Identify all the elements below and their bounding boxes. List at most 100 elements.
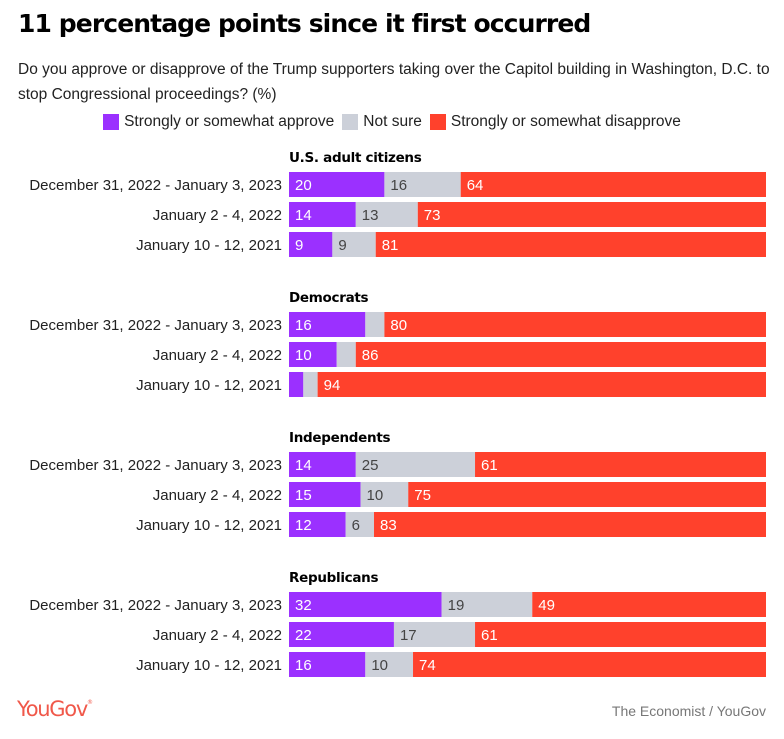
bar-approve bbox=[289, 512, 346, 537]
source-credit: The Economist / YouGov bbox=[611, 703, 766, 719]
data-label: 10 bbox=[371, 657, 388, 674]
data-label: 80 bbox=[390, 317, 407, 334]
legend-label-approve: Strongly or somewhat approve bbox=[124, 113, 335, 130]
chart-title: 11 percentage points since it first occu… bbox=[18, 9, 591, 38]
yougov-logo: YouGov® bbox=[17, 697, 93, 721]
data-label: 94 bbox=[324, 377, 341, 394]
bar-not-sure bbox=[355, 202, 418, 227]
chart-subtitle: Do you approve or disapprove of the Trum… bbox=[18, 61, 770, 103]
data-label: 16 bbox=[390, 177, 407, 194]
legend-label-not-sure: Not sure bbox=[363, 113, 422, 130]
bar-not-sure bbox=[441, 592, 533, 617]
bar-not-sure bbox=[365, 652, 414, 677]
legend-item-approve: Strongly or somewhat approve bbox=[103, 113, 334, 131]
data-label: 74 bbox=[419, 657, 436, 674]
row-label: December 31, 2022 - January 3, 2023 bbox=[29, 457, 282, 474]
legend-item-disapprove: Strongly or somewhat disapprove bbox=[429, 113, 681, 131]
data-label: 15 bbox=[295, 487, 312, 504]
row-label: January 10 - 12, 2021 bbox=[136, 517, 282, 534]
registered-mark-icon: ® bbox=[86, 699, 93, 706]
bar-approve bbox=[289, 482, 361, 507]
bar-not-sure bbox=[345, 512, 375, 537]
data-label: 9 bbox=[295, 237, 303, 254]
bar-not-sure bbox=[303, 372, 318, 397]
row-label: January 2 - 4, 2022 bbox=[153, 347, 282, 364]
data-label: 19 bbox=[448, 597, 465, 614]
legend-label-disapprove: Strongly or somewhat disapprove bbox=[450, 113, 681, 130]
row-label: January 2 - 4, 2022 bbox=[153, 207, 282, 224]
data-label: 12 bbox=[295, 517, 312, 534]
bar-disapprove bbox=[475, 452, 766, 477]
row-label: January 10 - 12, 2021 bbox=[136, 377, 282, 394]
bar-approve bbox=[289, 342, 337, 367]
group-title: U.S. adult citizens bbox=[289, 150, 422, 166]
legend-swatch-approve bbox=[103, 114, 120, 130]
row-label: January 2 - 4, 2022 bbox=[153, 487, 282, 504]
data-label: 75 bbox=[414, 487, 431, 504]
row-label: December 31, 2022 - January 3, 2023 bbox=[29, 597, 282, 614]
data-label: 81 bbox=[382, 237, 399, 254]
bar-disapprove bbox=[413, 652, 766, 677]
row-label: January 10 - 12, 2021 bbox=[136, 657, 282, 674]
legend-item-not-sure: Not sure bbox=[342, 113, 422, 131]
data-label: 20 bbox=[295, 177, 312, 194]
yougov-logo-text: YouGov bbox=[17, 697, 88, 721]
bar-not-sure bbox=[365, 312, 385, 337]
data-label: 13 bbox=[362, 207, 379, 224]
data-label: 16 bbox=[295, 317, 312, 334]
bar-disapprove bbox=[417, 202, 766, 227]
stacked-bar-chart: U.S. adult citizens December 31, 2022 - J… bbox=[29, 150, 766, 677]
bar-approve bbox=[289, 202, 356, 227]
bar-disapprove bbox=[355, 342, 766, 367]
data-label: 9 bbox=[338, 237, 346, 254]
bar-not-sure bbox=[393, 622, 476, 647]
bar-disapprove bbox=[317, 372, 766, 397]
bar-approve bbox=[289, 622, 394, 647]
data-label: 22 bbox=[295, 627, 312, 644]
legend: Strongly or somewhat approve Not sure St… bbox=[0, 113, 784, 131]
data-label: 25 bbox=[362, 457, 379, 474]
bar-disapprove bbox=[532, 592, 766, 617]
bar-not-sure bbox=[384, 172, 461, 197]
bar-not-sure bbox=[355, 452, 476, 477]
data-label: 86 bbox=[362, 347, 379, 364]
bar-approve bbox=[289, 652, 366, 677]
group-title: Republicans bbox=[289, 570, 378, 586]
data-label: 14 bbox=[295, 457, 312, 474]
bar-disapprove bbox=[375, 232, 766, 257]
row-label: January 10 - 12, 2021 bbox=[136, 237, 282, 254]
bar-approve bbox=[289, 372, 304, 397]
data-label: 10 bbox=[367, 487, 384, 504]
bar-disapprove bbox=[374, 512, 766, 537]
bar-disapprove bbox=[408, 482, 766, 507]
data-label: 10 bbox=[295, 347, 312, 364]
data-label: 61 bbox=[481, 627, 498, 644]
row-label: December 31, 2022 - January 3, 2023 bbox=[29, 177, 282, 194]
bar-not-sure bbox=[332, 232, 376, 257]
bar-not-sure bbox=[336, 342, 356, 367]
data-label: 14 bbox=[295, 207, 312, 224]
data-label: 17 bbox=[400, 627, 417, 644]
group-title: Independents bbox=[289, 430, 390, 446]
bar-approve bbox=[289, 592, 442, 617]
data-label: 16 bbox=[295, 657, 312, 674]
legend-swatch-not-sure bbox=[342, 114, 359, 130]
legend-swatch-disapprove bbox=[429, 114, 446, 130]
bar-approve bbox=[289, 312, 366, 337]
bar-not-sure bbox=[360, 482, 409, 507]
data-label: 83 bbox=[380, 517, 397, 534]
data-label: 49 bbox=[538, 597, 555, 614]
bar-disapprove bbox=[460, 172, 766, 197]
data-label: 6 bbox=[352, 517, 360, 534]
bar-disapprove bbox=[475, 622, 766, 647]
data-label: 32 bbox=[295, 597, 312, 614]
bar-disapprove bbox=[384, 312, 766, 337]
bar-approve bbox=[289, 452, 356, 477]
group-title: Democrats bbox=[289, 290, 369, 306]
bar-approve bbox=[289, 172, 385, 197]
data-label: 61 bbox=[481, 457, 498, 474]
row-label: December 31, 2022 - January 3, 2023 bbox=[29, 317, 282, 334]
bar-approve bbox=[289, 232, 333, 257]
row-label: January 2 - 4, 2022 bbox=[153, 627, 282, 644]
data-label: 64 bbox=[467, 177, 484, 194]
